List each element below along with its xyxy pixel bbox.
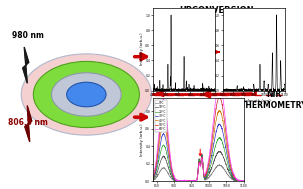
Circle shape — [21, 54, 152, 135]
40°C — [184, 180, 188, 183]
Text: 980 nm: 980 nm — [12, 31, 44, 40]
30°C — [220, 128, 224, 130]
30°C — [190, 180, 194, 183]
X-axis label: Wavelength (nm): Wavelength (nm) — [237, 99, 271, 103]
50°C — [151, 176, 155, 178]
Circle shape — [67, 82, 106, 107]
50°C — [242, 180, 246, 182]
30°C — [217, 123, 221, 125]
60°C — [157, 136, 160, 138]
40°C — [151, 176, 155, 178]
60°C — [204, 171, 208, 173]
20°C — [218, 136, 222, 139]
60°C — [242, 180, 246, 182]
Y-axis label: Intensity (arb.u.): Intensity (arb.u.) — [140, 33, 144, 65]
20°C — [230, 173, 233, 175]
60°C — [220, 91, 224, 94]
40°C — [220, 116, 224, 119]
10°C — [220, 153, 224, 155]
Polygon shape — [25, 106, 32, 142]
30°C — [209, 157, 213, 160]
10°C — [157, 167, 160, 169]
40°C — [204, 174, 208, 176]
0°C — [220, 165, 224, 168]
50°C — [157, 142, 160, 144]
Line: 10°C: 10°C — [153, 151, 244, 181]
40°C — [230, 170, 233, 172]
0°C — [200, 153, 204, 155]
Line: 50°C: 50°C — [153, 96, 244, 181]
30°C — [151, 177, 155, 179]
Circle shape — [33, 61, 139, 128]
0°C — [209, 174, 213, 176]
60°C — [151, 174, 155, 177]
10°C — [209, 168, 213, 170]
50°C — [230, 168, 233, 170]
20°C — [157, 161, 160, 163]
Line: 60°C: 60°C — [153, 83, 244, 181]
20°C — [242, 180, 246, 182]
0°C — [151, 179, 155, 181]
Text: UPCONVERSION: UPCONVERSION — [179, 6, 254, 15]
50°C — [209, 147, 213, 149]
30°C — [157, 154, 160, 156]
0°C — [242, 179, 246, 182]
Line: 0°C: 0°C — [153, 154, 244, 181]
50°C — [218, 95, 221, 98]
50°C — [220, 104, 224, 106]
10°C — [187, 180, 191, 183]
50°C — [206, 163, 210, 166]
40°C — [157, 148, 160, 150]
20°C — [187, 180, 190, 183]
60°C — [182, 180, 186, 183]
60°C — [206, 160, 210, 163]
30°C — [242, 180, 246, 182]
X-axis label: Wavelength (nm): Wavelength (nm) — [167, 99, 201, 103]
Y-axis label: Intensity (arb.u.): Intensity (arb.u.) — [140, 124, 144, 156]
50°C — [191, 180, 195, 183]
Line: 20°C: 20°C — [153, 138, 244, 181]
Text: NIR
THERMOMETRY: NIR THERMOMETRY — [241, 91, 303, 110]
Circle shape — [52, 73, 121, 116]
20°C — [220, 141, 224, 143]
60°C — [218, 82, 221, 84]
10°C — [242, 180, 246, 182]
Polygon shape — [23, 47, 29, 83]
10°C — [218, 150, 221, 153]
0°C — [207, 177, 210, 179]
Line: 30°C: 30°C — [153, 124, 244, 181]
10°C — [206, 174, 210, 177]
40°C — [218, 109, 221, 112]
20°C — [209, 163, 213, 165]
20°C — [204, 176, 208, 178]
0°C — [230, 178, 233, 180]
0°C — [157, 173, 160, 175]
40°C — [209, 152, 213, 154]
0°C — [204, 178, 208, 180]
60°C — [230, 165, 233, 167]
Line: 40°C: 40°C — [153, 111, 244, 181]
40°C — [242, 180, 246, 182]
60°C — [209, 141, 213, 144]
40°C — [206, 166, 210, 168]
20°C — [206, 172, 210, 174]
0°C — [188, 180, 192, 183]
Text: 806.5 nm: 806.5 nm — [8, 118, 48, 127]
50°C — [204, 172, 208, 174]
30°C — [206, 169, 210, 171]
20°C — [151, 177, 155, 180]
Legend: 0°C, 10°C, 20°C, 30°C, 40°C, 50°C, 60°C: 0°C, 10°C, 20°C, 30°C, 40°C, 50°C, 60°C — [155, 100, 167, 132]
10°C — [230, 175, 233, 178]
10°C — [204, 177, 208, 180]
30°C — [204, 175, 208, 177]
10°C — [151, 179, 155, 181]
30°C — [230, 171, 233, 174]
